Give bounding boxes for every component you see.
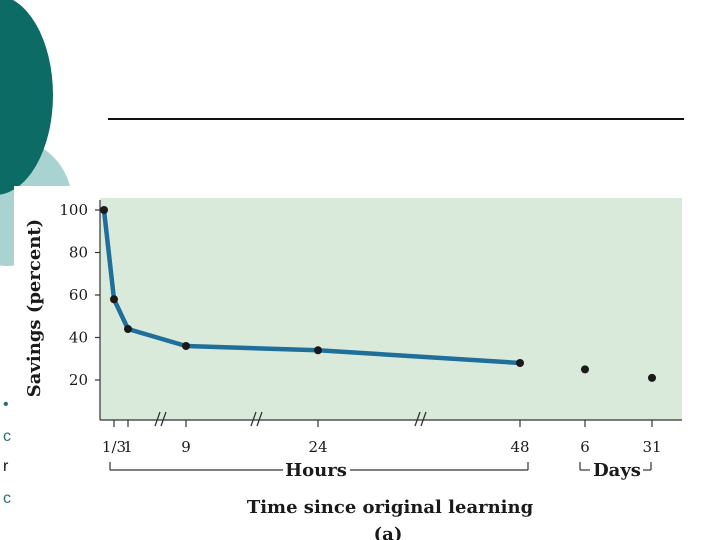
data-point <box>314 346 322 355</box>
x-tick-label: 9 <box>181 438 191 456</box>
y-tick-label: 20 <box>69 371 88 389</box>
data-point <box>124 325 132 333</box>
plot-panel <box>100 198 682 420</box>
y-ticks: 20 40 60 80 100 <box>59 201 100 389</box>
x-axis-label: Time since original learning <box>247 497 534 518</box>
x-tick-label: 48 <box>510 438 529 456</box>
title-underline <box>108 118 684 120</box>
x-tick-label: 24 <box>308 438 327 456</box>
fragment-d: c <box>3 490 11 507</box>
data-point <box>100 206 108 214</box>
y-tick-label: 60 <box>69 286 88 304</box>
data-point <box>182 342 190 350</box>
data-points <box>100 206 656 382</box>
hours-bracket <box>109 462 529 471</box>
x-tick-label: 1 <box>123 438 133 456</box>
fragment-a: • <box>3 396 9 413</box>
dark-teal-circle <box>0 0 53 195</box>
y-tick-label: 40 <box>69 329 88 347</box>
x-ticks: 1/31 9 24 48 6 31 <box>102 420 662 456</box>
panel-label: (a) <box>374 524 403 540</box>
series-line <box>101 207 523 366</box>
axis-break-marks <box>154 411 427 427</box>
fragment-c: r <box>3 458 9 475</box>
x-tick-label: 1/3 <box>102 438 126 456</box>
data-point <box>581 365 589 374</box>
data-point <box>110 295 118 304</box>
fragment-b: c <box>3 428 11 445</box>
data-point <box>516 359 524 367</box>
y-tick-label: 100 <box>59 201 88 219</box>
y-tick-label: 80 <box>69 244 88 262</box>
x-tick-label: 31 <box>642 438 661 456</box>
days-bracket <box>579 462 652 471</box>
y-axis-label: Savings (percent) <box>24 219 45 397</box>
days-label: Days <box>593 460 641 481</box>
x-tick-label: 6 <box>580 438 590 456</box>
hours-label: Hours <box>285 460 347 481</box>
data-point <box>648 373 656 382</box>
